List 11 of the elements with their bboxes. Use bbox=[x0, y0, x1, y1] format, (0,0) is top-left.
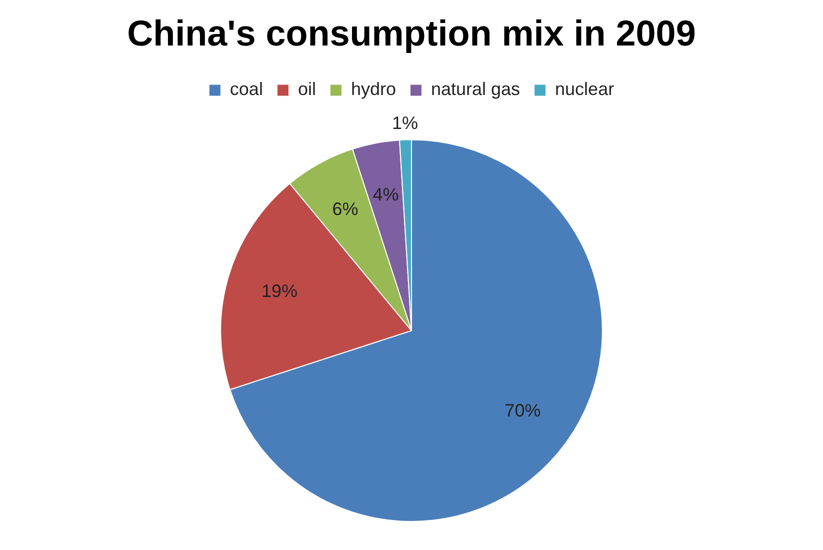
legend-label: natural gas bbox=[430, 79, 520, 100]
data-label: 4% bbox=[372, 184, 399, 205]
data-label: 19% bbox=[261, 281, 298, 302]
legend-label: oil bbox=[298, 79, 316, 100]
legend-label: hydro bbox=[350, 79, 396, 100]
chart-title: China's consumption mix in 2009 bbox=[127, 12, 696, 54]
data-label: 70% bbox=[504, 400, 541, 420]
data-label: 6% bbox=[332, 199, 358, 220]
legend-label: nuclear bbox=[555, 79, 614, 100]
data-label: 1% bbox=[392, 112, 418, 133]
legend-label: coal bbox=[230, 79, 263, 100]
